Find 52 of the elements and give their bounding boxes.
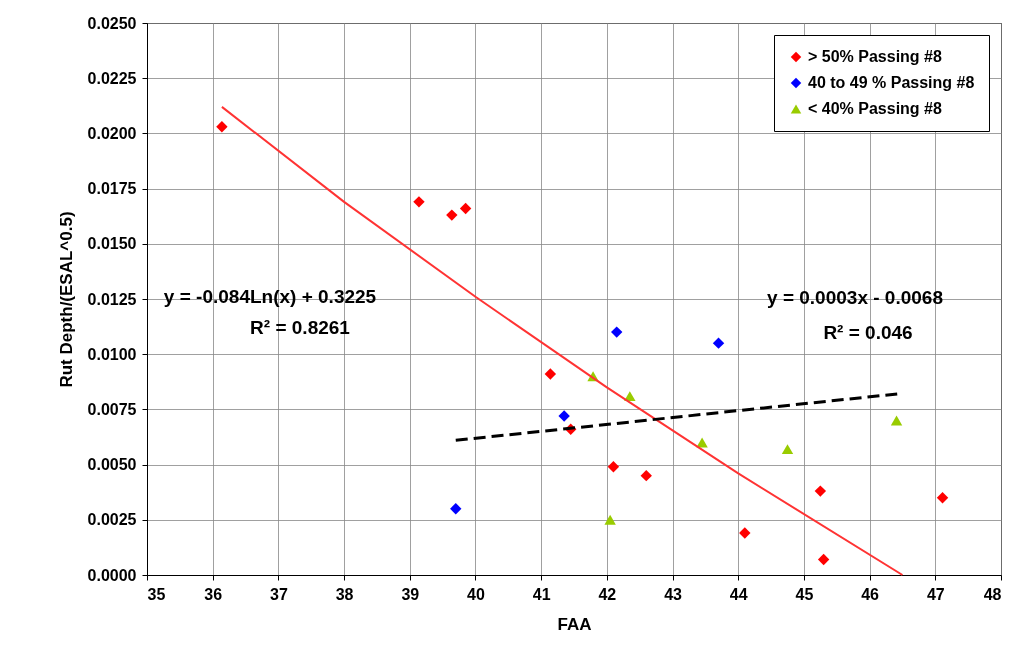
x-tick-label: 46 — [861, 585, 880, 603]
x-tick-label: 45 — [795, 585, 814, 603]
y-tick-label: 0.0250 — [87, 14, 137, 32]
x-axis-title: FAA — [557, 614, 592, 634]
legend-label: > 50% Passing #8 — [808, 48, 942, 65]
point — [450, 503, 462, 515]
x-tick-label: 43 — [664, 585, 683, 603]
y-tick-label: 0.0075 — [87, 400, 137, 418]
annotation: R² = 0.046 — [823, 322, 913, 343]
point — [459, 202, 472, 215]
y-tick-label: 0.0200 — [87, 124, 137, 142]
annotation: R² = 0.8261 — [250, 317, 351, 338]
y-tick-label: 0.0125 — [87, 290, 137, 308]
x-tick-label: 36 — [204, 585, 223, 603]
y-tick-label: 0.0175 — [87, 180, 137, 198]
x-tick-label: 39 — [401, 585, 420, 603]
y-tick-label: 0.0225 — [87, 69, 137, 87]
x-tick-label: 38 — [335, 585, 354, 603]
annotation: y = 0.0003x - 0.0068 — [767, 287, 943, 308]
x-tick-label: 47 — [926, 585, 945, 603]
point — [558, 410, 570, 422]
x-tick-label: 42 — [598, 585, 617, 603]
x-tick-label: 40 — [467, 585, 485, 603]
x-tick-label: 37 — [269, 585, 288, 603]
point — [446, 209, 458, 221]
y-tick-label: 0.0100 — [87, 345, 137, 363]
point — [611, 326, 623, 338]
y-tick-label: 0.0000 — [87, 566, 137, 584]
point — [781, 444, 794, 455]
x-tick-label: 44 — [729, 585, 748, 603]
y-tick-label: 0.0150 — [87, 235, 137, 253]
legend-label: 40 to 49 % Passing #8 — [808, 74, 975, 91]
x-tick-label: 41 — [532, 585, 551, 603]
legend-label: < 40% Passing #8 — [808, 100, 942, 117]
annotation: y = -0.084Ln(x) + 0.3225 — [163, 286, 377, 307]
y-tick-label: 0.0050 — [87, 456, 137, 474]
point — [604, 514, 616, 525]
point — [413, 196, 425, 208]
point — [607, 461, 620, 473]
point — [739, 527, 751, 539]
point — [817, 553, 830, 566]
point — [712, 337, 725, 349]
point — [890, 415, 903, 426]
point — [216, 121, 228, 133]
y-tick-label: 0.0025 — [87, 511, 137, 529]
point — [814, 485, 827, 497]
point — [640, 469, 652, 482]
y-axis-title: Rut Depth/(ESAL^0.5) — [56, 211, 76, 388]
point — [936, 492, 949, 504]
x-tick-label: 48 — [983, 585, 1002, 603]
point — [544, 368, 557, 380]
x-tick-label: 35 — [147, 585, 166, 603]
